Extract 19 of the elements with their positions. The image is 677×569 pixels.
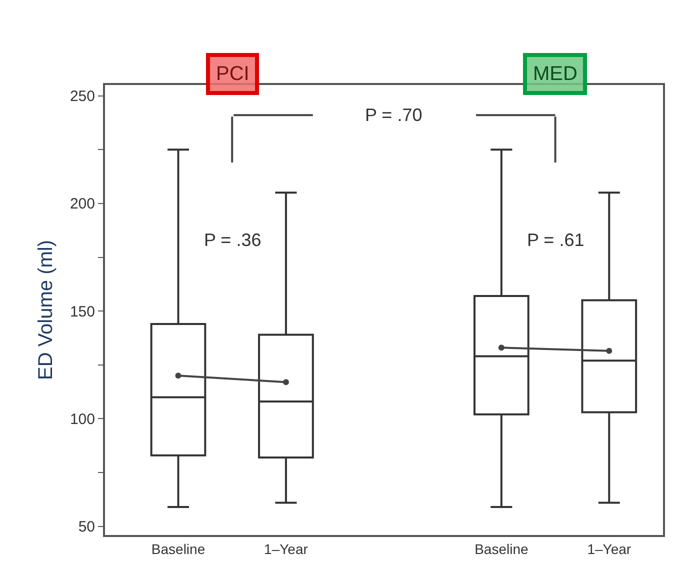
- annotation: P = .36: [204, 230, 262, 250]
- point: [282, 379, 289, 386]
- point: [606, 348, 612, 354]
- y-axis-title: ED Volume (ml): [34, 240, 57, 380]
- annotation: P = .70: [365, 105, 422, 125]
- text: PCI: [216, 63, 250, 85]
- text: MED: [533, 63, 578, 85]
- point: [498, 344, 504, 351]
- y-tick-label: 250: [70, 88, 95, 106]
- annotation: P = .61: [527, 230, 584, 250]
- x-tick-label: 1–Year: [587, 540, 632, 557]
- x-tick-label: 1–Year: [264, 540, 308, 557]
- x-tick-label: Baseline: [474, 540, 528, 557]
- y-tick-label: 200: [70, 196, 95, 213]
- y-tick-label: 150: [70, 303, 95, 320]
- x-tick-label: Baseline: [151, 540, 206, 557]
- y-tick-label: 50: [78, 518, 95, 536]
- point: [175, 372, 182, 379]
- y-tick-label: 100: [70, 410, 95, 428]
